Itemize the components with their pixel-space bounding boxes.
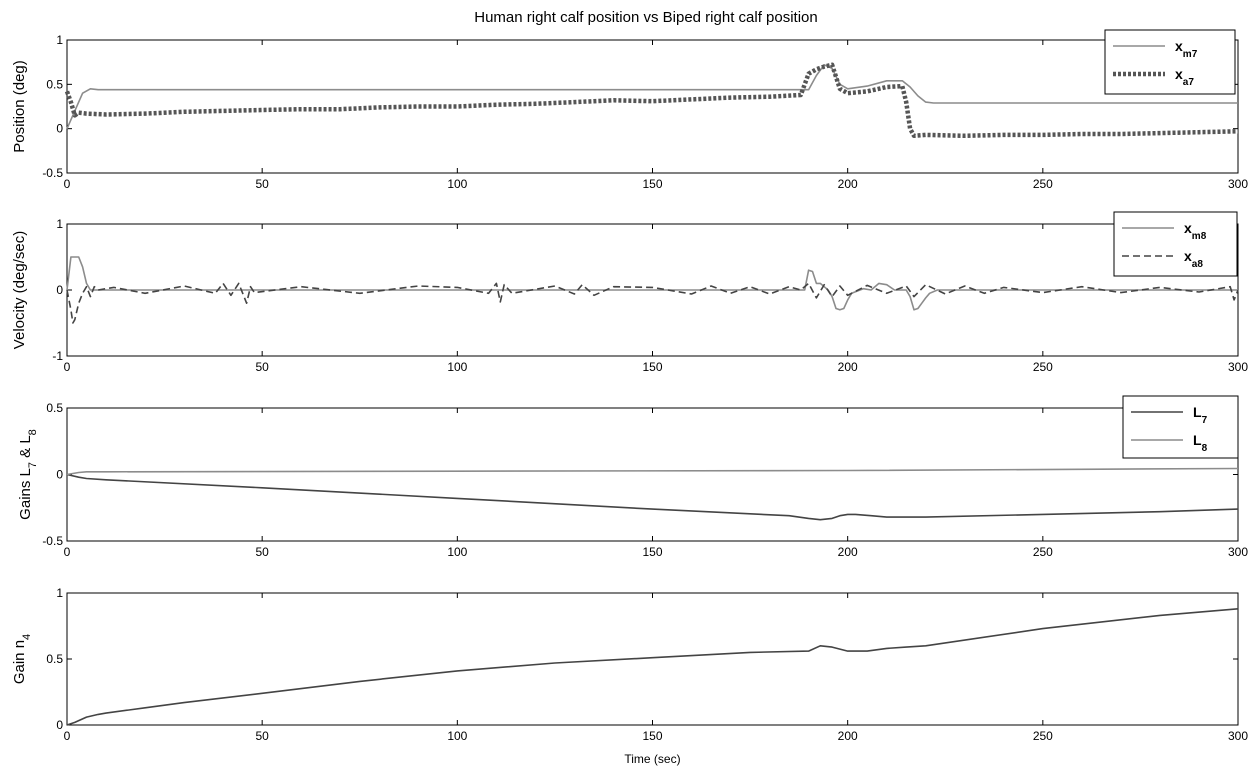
x-tick-label: 0 — [64, 545, 71, 559]
legend-label-main: x — [1184, 248, 1192, 264]
x-tick-label: 300 — [1228, 177, 1248, 191]
y-axis-label-subscript: 7 — [27, 462, 39, 468]
y-tick-label: 0 — [56, 122, 63, 136]
y-axis-label: Position (deg) — [11, 60, 28, 153]
x-tick-label: 50 — [255, 545, 269, 559]
x-tick-label: 0 — [64, 360, 71, 374]
legend-label: L8 — [1193, 432, 1208, 454]
plot-area — [66, 407, 1239, 542]
y-axis-label-part: & L — [17, 435, 34, 462]
y-axis-label-part: Gains L — [17, 468, 34, 520]
x-tick-label: 200 — [838, 545, 858, 559]
y-axis-label: Gains L7 & L8 — [17, 429, 39, 520]
plot-area — [66, 39, 1239, 174]
x-tick-label: 200 — [838, 360, 858, 374]
x-tick-label: 250 — [1033, 545, 1053, 559]
legend-label: xa7 — [1175, 66, 1194, 88]
x-tick-label: 0 — [64, 177, 71, 191]
x-tick-label: 150 — [642, 545, 662, 559]
legend-label-main: x — [1184, 220, 1192, 236]
y-tick-label: 1 — [56, 586, 63, 600]
x-tick-label: 300 — [1228, 360, 1248, 374]
x-tick-label: 250 — [1033, 360, 1053, 374]
y-tick-label: 0 — [56, 718, 63, 732]
y-tick-label: 0.5 — [46, 77, 63, 91]
x-tick-label: 200 — [838, 729, 858, 743]
chart-panel-4: 0 50 100 150 200 250 300 0 0.5 1 Gain n4 Time (sec) — [11, 586, 1248, 766]
y-tick-label: -0.5 — [42, 166, 63, 180]
legend-label-subscript: 7 — [1202, 415, 1208, 426]
x-tick-label: 250 — [1033, 177, 1053, 191]
y-tick-label: 0.5 — [46, 652, 63, 666]
plot-area — [66, 592, 1239, 726]
x-tick-label: 0 — [64, 729, 71, 743]
y-axis-label: Velocity (deg/sec) — [11, 231, 28, 349]
y-axis-label: Gain n4 — [11, 634, 33, 684]
series-line-xa8 — [66, 282, 1239, 324]
x-tick-label: 100 — [447, 177, 467, 191]
legend-label-main: L — [1193, 432, 1202, 448]
x-tick-label: 100 — [447, 545, 467, 559]
x-tick-label: 150 — [642, 360, 662, 374]
y-axis-label-part: Gain n — [11, 640, 28, 684]
legend-label: xm8 — [1184, 220, 1207, 242]
x-tick-label: 200 — [838, 177, 858, 191]
legend-label-main: x — [1175, 66, 1183, 82]
x-tick-label: 250 — [1033, 729, 1053, 743]
series-line-xm8 — [66, 256, 1238, 311]
legend-box — [1113, 211, 1238, 277]
legend-label-main: x — [1175, 38, 1183, 54]
x-tick-label: 50 — [255, 177, 269, 191]
legend-label-subscript: m8 — [1192, 231, 1207, 242]
series-line-L7 — [66, 473, 1239, 521]
y-tick-label: 0 — [56, 283, 63, 297]
series-line-series1 — [66, 608, 1239, 726]
x-tick-label: 300 — [1228, 545, 1248, 559]
legend-box — [1104, 29, 1236, 95]
series-line-xa7 — [64, 62, 1239, 139]
x-tick-label: 100 — [447, 360, 467, 374]
legend-label-subscript: a8 — [1192, 259, 1204, 270]
x-tick-label: 100 — [447, 729, 467, 743]
x-tick-label: 300 — [1228, 729, 1248, 743]
y-tick-label: 1 — [56, 33, 63, 47]
y-axis-label-subscript: 8 — [27, 429, 39, 435]
y-tick-label: -1 — [52, 349, 63, 363]
x-tick-label: 150 — [642, 729, 662, 743]
x-axis-label: Time (sec) — [624, 752, 680, 766]
y-tick-label: -0.5 — [42, 534, 63, 548]
legend-label-subscript: 8 — [1202, 443, 1208, 454]
chart-title: Human right calf position vs Biped right… — [474, 9, 818, 26]
legend-label-subscript: a7 — [1183, 77, 1195, 88]
x-tick-label: 50 — [255, 360, 269, 374]
legend-label: xm7 — [1175, 38, 1198, 60]
series-line-L8 — [66, 467, 1239, 476]
legend-label-main: L — [1193, 404, 1202, 420]
y-tick-label: 1 — [56, 217, 63, 231]
y-axis-label-subscript: 4 — [21, 634, 33, 640]
y-tick-label: 0.5 — [46, 401, 63, 415]
legend-label-subscript: m7 — [1183, 49, 1198, 60]
legend-label: L7 — [1193, 404, 1208, 426]
x-tick-label: 150 — [642, 177, 662, 191]
x-tick-label: 50 — [255, 729, 269, 743]
y-tick-label: 0 — [56, 468, 63, 482]
legend-label: xa8 — [1184, 248, 1203, 270]
legend-box — [1122, 395, 1239, 459]
